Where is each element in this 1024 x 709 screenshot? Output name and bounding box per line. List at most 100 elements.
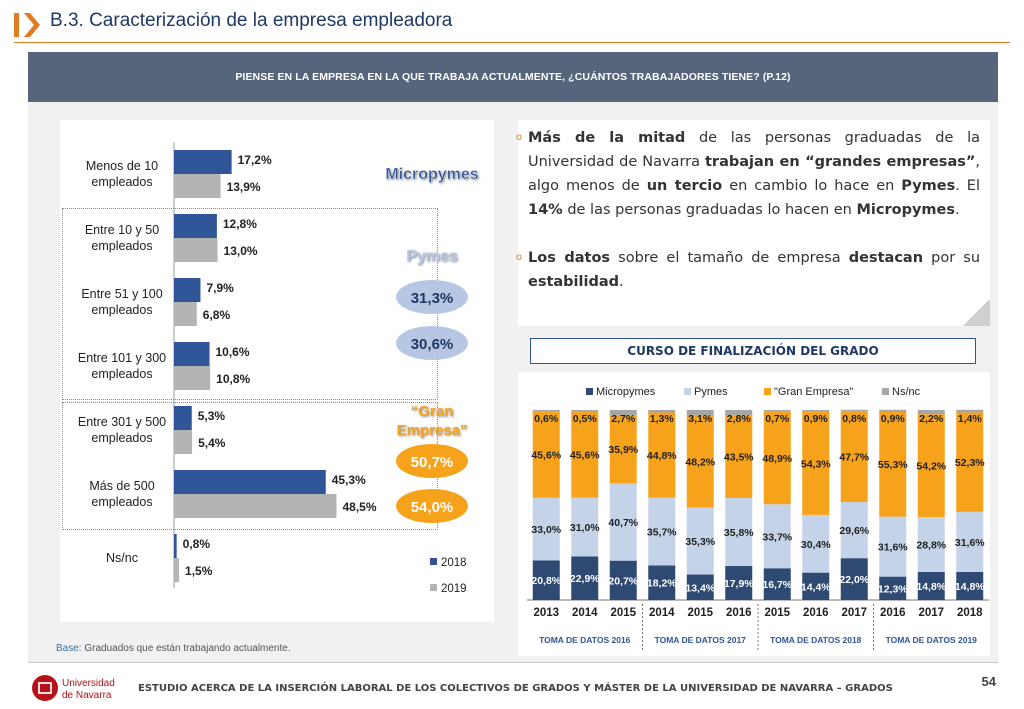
bar-value-label: 10,8% [216, 372, 250, 386]
x-tick-label: 2016 [803, 607, 829, 619]
stacked-bar-ns/nc [917, 410, 945, 415]
base-note: Base: Graduados que están trabajando act… [56, 643, 291, 654]
gran-2019-value: 54,0% [411, 499, 454, 516]
x-tick-label: 2016 [880, 607, 906, 619]
stacked-bar-gran-empresa [725, 415, 753, 498]
base-text: Graduados que están trabajando actualmen… [81, 643, 291, 654]
segment-value-label: 20,7% [608, 575, 638, 587]
bullet-dot-icon: o [516, 252, 523, 263]
bar-2019 [174, 238, 218, 262]
evolution-stacked-bar-chart: Micropymes Pymes "Gran Empresa" Ns/nc 20,8% 3… [527, 386, 989, 650]
summary-text: Pymes [901, 178, 956, 194]
stacked-bar-micropymes [532, 560, 560, 600]
page-curl-icon [962, 300, 990, 326]
summary-text: Micropymes [856, 202, 955, 218]
gran-empresa-label-line1: “Gran [411, 403, 454, 420]
category-label: empleados [91, 175, 152, 189]
category-label: Entre 10 y 50 [85, 223, 159, 237]
footer-text: ESTUDIO ACERCA DE LA INSERCIÓN LABORAL D… [138, 683, 893, 694]
bar-2019 [174, 174, 221, 198]
stacked-bar-ns/nc [840, 409, 868, 412]
stacked-bar-micropymes [840, 558, 868, 600]
header-chevron-icon [14, 13, 40, 37]
segment-value-label: 40,7% [608, 517, 638, 529]
category-label: Menos de 10 [86, 159, 158, 173]
stacked-bar-micropymes [725, 565, 753, 600]
legend-swatch [684, 388, 691, 395]
summary-card: o Más de la mitad de las personas gradua… [516, 120, 990, 326]
micropymes-label: Micropymes [385, 166, 478, 183]
pymes-2019-oval [396, 326, 468, 360]
stacked-bar-pymes [648, 497, 676, 566]
bar-value-label: 6,8% [203, 308, 231, 322]
stacked-bar-pymes [879, 516, 907, 577]
stacked-bar-pymes [802, 514, 830, 573]
stacked-bar-micropymes [571, 556, 599, 600]
stacked-bar-gran-empresa [532, 411, 560, 498]
x-tick-label: 2016 [726, 607, 752, 619]
gran-2019-oval [396, 489, 468, 523]
summary-text: un tercio [646, 178, 723, 194]
legend-label: Pymes [694, 386, 728, 398]
group-label: TOMA DE DATOS 2019 [886, 635, 978, 645]
bar-value-label: 7,9% [206, 281, 234, 295]
bar-value-label: 13,0% [224, 244, 258, 258]
bullet-dot-icon: o [516, 132, 523, 143]
gran-2018-oval [396, 444, 468, 478]
segment-value-label: 13,4% [685, 582, 715, 594]
stacked-bar-pymes [917, 517, 945, 572]
segment-value-label: 1,4% [958, 413, 983, 425]
summary-text: . [955, 202, 960, 218]
logo-line-1: Universidad [62, 678, 115, 689]
pymes-2019-value: 30,6% [411, 336, 454, 353]
x-tick-label: 2018 [957, 607, 983, 619]
bar-2019 [174, 302, 197, 326]
segment-value-label: 33,7% [762, 531, 792, 543]
footer-divider [28, 662, 998, 663]
segment-value-label: 20,8% [531, 575, 561, 587]
stacked-bar-ns/nc [725, 410, 753, 416]
segment-value-label: 16,7% [762, 579, 792, 591]
page-title: B.3. Caracterización de la empresa emple… [50, 10, 453, 31]
legend-swatch [430, 558, 437, 565]
summary-text: de las personas graduadas de la Universi… [528, 130, 981, 170]
segment-value-label: 35,3% [685, 536, 715, 548]
stacked-bar-pymes [956, 511, 984, 572]
segment-value-label: 0,9% [881, 413, 906, 425]
stacked-bar-ns/nc [571, 410, 599, 411]
segment-value-label: 30,4% [801, 539, 831, 551]
stacked-bar-micropymes [686, 574, 714, 600]
segment-value-label: 35,8% [724, 527, 754, 539]
x-tick-label: 2017 [841, 607, 867, 619]
segment-value-label: 0,8% [842, 413, 867, 425]
segment-value-label: 35,9% [608, 444, 638, 456]
category-label: Entre 51 y 100 [81, 287, 162, 301]
bar-value-label: 10,6% [216, 345, 250, 359]
group-labels: Micropymes Pymes 31,3% 30,6% “Gran Empre… [385, 166, 479, 523]
x-tick-label: 2015 [610, 607, 636, 619]
bar-value-label: 45,3% [332, 473, 366, 487]
summary-text: trabajan en “grandes empresas” [704, 154, 976, 170]
x-tick-label: 2014 [649, 607, 675, 619]
stacked-bar-pymes [532, 497, 560, 561]
summary-bullet-2: o Los datos sobre el tamaño de empresa d… [516, 246, 980, 294]
legend-swatch [882, 388, 889, 395]
x-tick-label: 2017 [918, 607, 944, 619]
segment-value-label: 48,2% [685, 457, 715, 469]
stacked-bar-ns/nc [532, 410, 560, 412]
segment-value-label: 54,3% [801, 458, 831, 470]
base-label: Base: [56, 643, 82, 654]
segment-value-label: 14,8% [955, 581, 985, 593]
segment-value-label: 43,5% [724, 452, 754, 464]
stacked-bar-pymes [571, 497, 599, 557]
segment-value-label: 0,9% [804, 413, 829, 425]
summary-text: Más de la mitad [528, 130, 686, 146]
stacked-bar-gran-empresa [840, 411, 868, 502]
bar-2018 [174, 470, 326, 494]
legend-label: Ns/nc [892, 386, 921, 398]
category-label: empleados [91, 303, 152, 317]
segment-value-label: 22,9% [570, 573, 600, 585]
bar-2019 [174, 366, 211, 390]
segment-value-label: 0,7% [765, 413, 790, 425]
segment-value-label: 22,0% [839, 574, 869, 586]
